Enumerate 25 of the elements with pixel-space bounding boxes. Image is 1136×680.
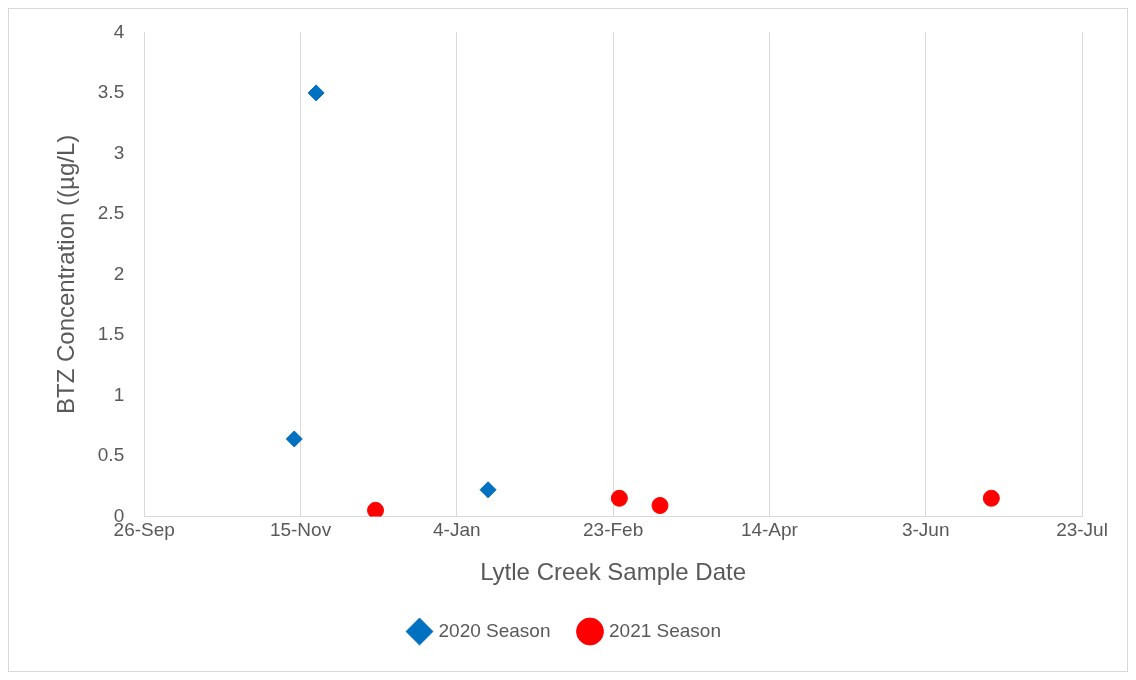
point [285, 430, 303, 448]
point [651, 497, 669, 515]
y-tick-label: 1 [113, 383, 125, 405]
x-tick-label: 3-Jun [901, 519, 950, 541]
x-tick-label: 23-Feb [583, 519, 644, 541]
x-tick-label: 15-Nov [269, 519, 332, 541]
x-axis-title: Lytle Creek Sample Date [480, 558, 747, 586]
point [479, 481, 497, 499]
point [610, 489, 628, 507]
y-tick-label: 2.5 [97, 202, 125, 224]
y-tick-label: 3 [113, 141, 125, 163]
y-tick-label: 4 [113, 20, 125, 42]
y-tick-label: 0.5 [97, 444, 125, 466]
y-tick-label: 2 [113, 262, 125, 284]
y-axis-title: BTZ Concentration ((µg/L) [52, 134, 80, 415]
legend-label: 2021 Season [609, 619, 721, 641]
point [982, 489, 1000, 507]
point [307, 84, 325, 102]
point [367, 501, 385, 517]
x-tick-label: 4-Jan [433, 519, 481, 541]
legend-label: 2020 Season [438, 619, 551, 641]
x-tick-label: 14-Apr [740, 519, 799, 541]
x-tick-label: 23-Jul [1056, 519, 1108, 541]
y-tick-label: 3.5 [97, 81, 125, 103]
y-tick-label: 1.5 [97, 323, 125, 345]
